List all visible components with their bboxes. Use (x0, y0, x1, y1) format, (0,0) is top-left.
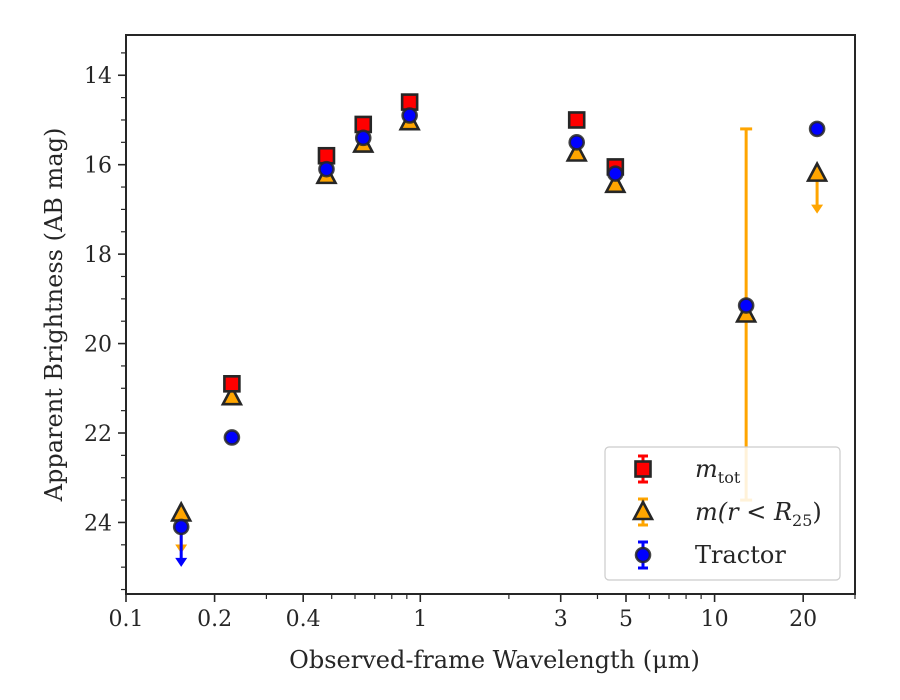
legend-box (604, 446, 841, 581)
point-tractor (223, 429, 241, 446)
point-mtot (223, 375, 241, 393)
point-tractor (401, 107, 418, 124)
y-tick-label: 14 (84, 64, 112, 89)
x-tick-label: 0.2 (197, 607, 232, 632)
x-tick-label: 0.1 (109, 607, 144, 632)
legend-label-subscript: tot (718, 468, 741, 487)
point-mtot (567, 111, 586, 129)
point-tractor (808, 120, 826, 138)
legend-label-main: m(r < R (695, 498, 792, 526)
y-tick-label: 22 (84, 422, 112, 447)
upper-limit-arrow-head (811, 204, 824, 214)
y-tick-label: 18 (84, 243, 112, 268)
point-mr25 (565, 140, 588, 162)
y-tick-label: 24 (84, 511, 112, 536)
legend-label-tractor: Tractor (695, 541, 786, 569)
y-tick-label: 16 (84, 154, 112, 179)
x-tick-label: 10 (701, 607, 729, 632)
point-mr25 (220, 384, 244, 406)
legend-label-mtot: mtot (695, 455, 741, 487)
y-tick-label: 20 (84, 333, 112, 358)
x-axis-label: Observed-frame Wavelength (μm) (289, 646, 700, 674)
legend-marker-mtot (634, 460, 652, 478)
point-tractor (318, 160, 335, 178)
point-tractor (607, 165, 624, 182)
point-tractor (737, 297, 755, 314)
y-axis-label: Apparent Brightness (AB mag) (40, 128, 68, 503)
plot-frame (125, 34, 856, 595)
legend-label-suffix: ) (812, 498, 821, 526)
legend-marker-mr25 (631, 499, 655, 521)
upper-limit-arrow-head (175, 557, 188, 567)
x-tick-label: 0.4 (286, 607, 321, 632)
x-tick-label: 5 (619, 607, 633, 632)
legend-label-mr25: m(r < R25) (695, 498, 822, 530)
legend-label-main: Tractor (695, 541, 786, 569)
legend-label-main: m (695, 455, 718, 483)
point-tractor (354, 129, 372, 147)
legend-marker-tractor (634, 546, 652, 564)
point-mr25 (805, 160, 829, 182)
legend-label-subscript: 25 (792, 511, 812, 530)
x-tick-label: 1 (413, 607, 427, 632)
point-mr25 (170, 500, 193, 522)
point-tractor (568, 134, 586, 151)
point-mr25 (604, 172, 627, 194)
x-tick-label: 20 (789, 607, 817, 632)
point-tractor (172, 518, 190, 536)
x-tick-label: 3 (554, 607, 568, 632)
